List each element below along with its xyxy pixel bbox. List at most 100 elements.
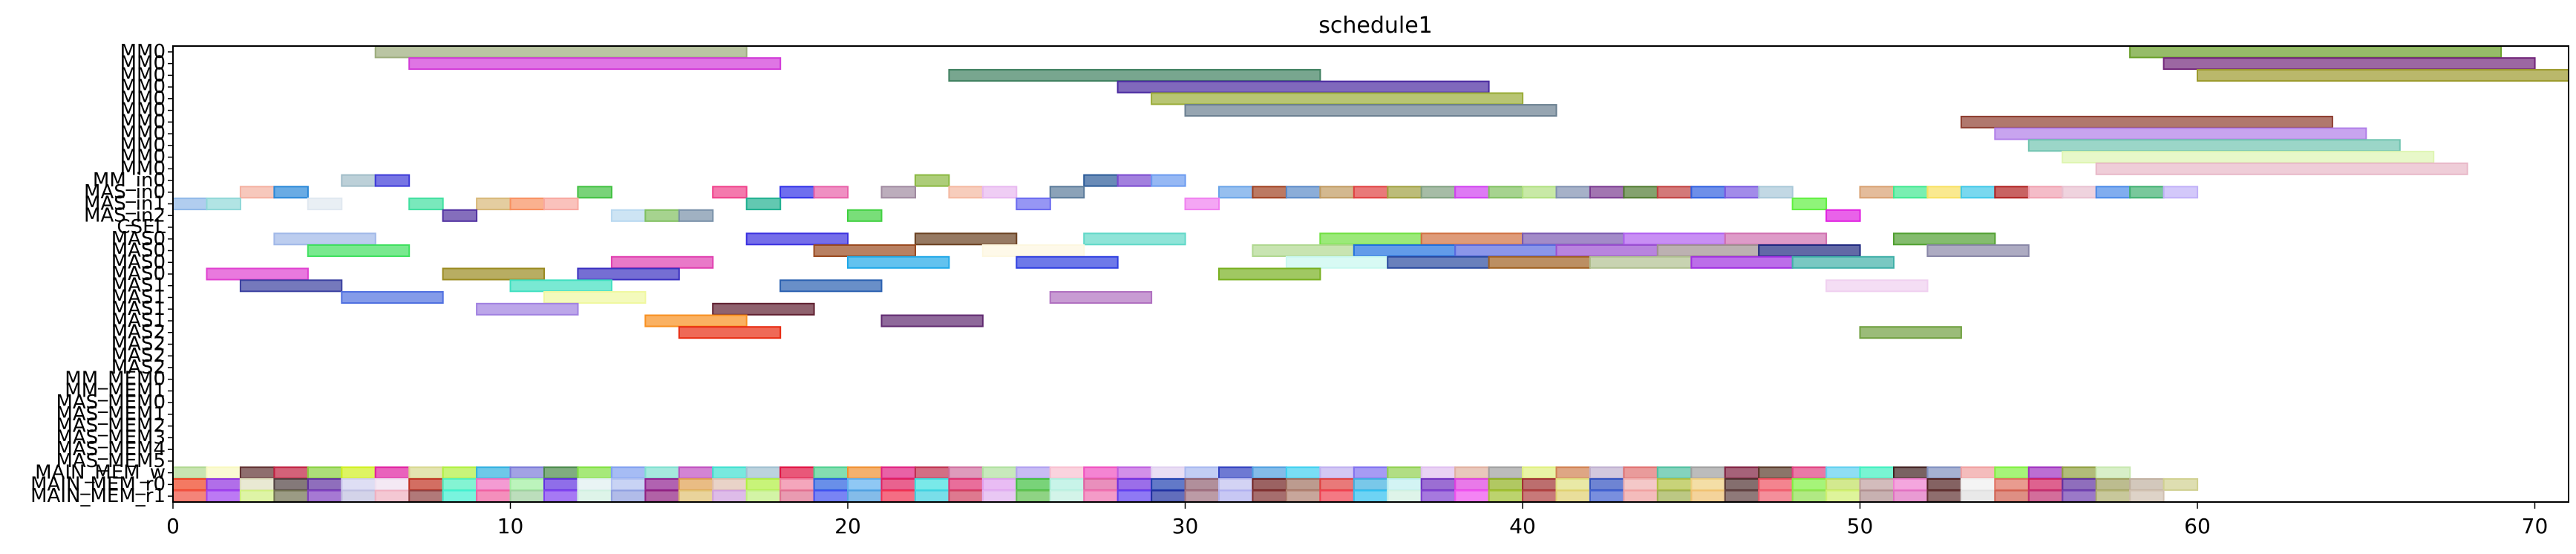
task-bar [880,314,984,327]
task-bar [1083,478,1119,491]
task-bar [1893,478,1929,491]
task-bar [1589,186,1625,199]
task-bar [2027,466,2064,480]
task-bar [847,209,883,222]
task-bar [1117,478,1153,491]
task-bar [981,244,1085,257]
task-bar [1285,489,1321,503]
task-bar [2129,489,2165,503]
y-tick-label: MAS0 [111,240,166,262]
y-tick-label: MAS_in1 [84,193,166,215]
task-bar [1656,478,1693,491]
task-bar [2095,478,2131,491]
task-bar [1285,186,1321,199]
task-bar [307,244,411,257]
task-bar [1218,489,1254,503]
task-bar [813,244,916,257]
y-tick-label: MAS2 [111,356,166,379]
task-bar [880,478,916,491]
task-bar [1117,489,1153,503]
task-bar [1420,232,1524,246]
task-bar [1522,478,1557,491]
task-bar [442,267,545,281]
task-bar [1252,186,1287,199]
task-bar [880,466,916,480]
task-bar [509,279,612,293]
task-bar [1353,489,1389,503]
task-bar [1319,466,1355,480]
task-bar [1420,489,1457,503]
task-bar [577,478,612,491]
task-bar [644,478,680,491]
task-bar [914,232,1018,246]
task-bar [1184,466,1220,480]
task-bar [914,466,950,480]
task-bar [1656,489,1693,503]
task-bar [1353,466,1389,480]
task-bar [1353,186,1389,199]
task-bar [341,489,376,503]
task-bar [1285,466,1321,480]
task-bar [880,489,916,503]
task-bar [1724,232,1828,246]
task-bar [1758,489,1794,503]
task-bar [1049,186,1085,199]
task-bar [172,489,208,503]
task-bar [1319,232,1422,246]
task-bar [745,478,782,491]
task-bar [1488,478,1524,491]
task-bar [577,466,612,480]
task-bar [1151,489,1186,503]
task-bar [1994,478,2030,491]
task-bar [1016,466,1051,480]
task-bar [1589,489,1625,503]
task-bar [1960,478,1996,491]
task-bar [1488,466,1524,480]
task-bar [678,489,714,503]
task-bar [1083,232,1186,246]
x-tick-label: 60 [2184,514,2211,538]
task-bar [442,209,478,222]
x-tick-label: 50 [1847,514,1874,538]
task-bar [1218,478,1254,491]
task-bar [2062,466,2097,480]
task-bar [745,232,849,246]
task-bar [1893,489,1929,503]
task-bar [1522,489,1557,503]
task-bar [1589,466,1625,480]
task-bar [408,489,444,503]
task-bar [1387,478,1422,491]
y-tick-labels: MM0MM0MM0MM0MM0MM0MM0MM0MM0MM0MM0MM_in0M… [30,41,173,507]
y-tick-label: MAIN_MEM_r0 [30,473,166,495]
task-bar [577,186,612,199]
task-bar [1623,232,1726,246]
y-tick-label: MM_in0 [93,169,166,192]
task-bar [1825,279,1929,293]
task-bar [1859,466,1895,480]
task-bar [712,302,815,316]
task-bar [2027,478,2064,491]
bars-layer [172,45,2569,503]
task-bar [1083,174,1119,187]
task-bar [1083,489,1119,503]
task-bar [1016,489,1051,503]
task-bar [1656,244,1760,257]
y-tick-label: MAS1 [111,287,166,309]
task-bar [577,489,612,503]
task-bar [1555,244,1658,257]
task-bar [1420,478,1457,491]
task-bar [1994,489,2030,503]
task-bar [847,478,883,491]
y-tick-label: MAS_MEM1 [56,403,166,426]
task-bar [1690,255,1794,269]
task-bar [1926,478,1962,491]
task-bar [1184,198,1220,211]
task-bar [1623,466,1658,480]
task-bar [1353,478,1389,491]
task-bar [374,478,411,491]
task-bar [509,466,545,480]
task-bar [2163,186,2199,199]
task-bar [1555,489,1591,503]
